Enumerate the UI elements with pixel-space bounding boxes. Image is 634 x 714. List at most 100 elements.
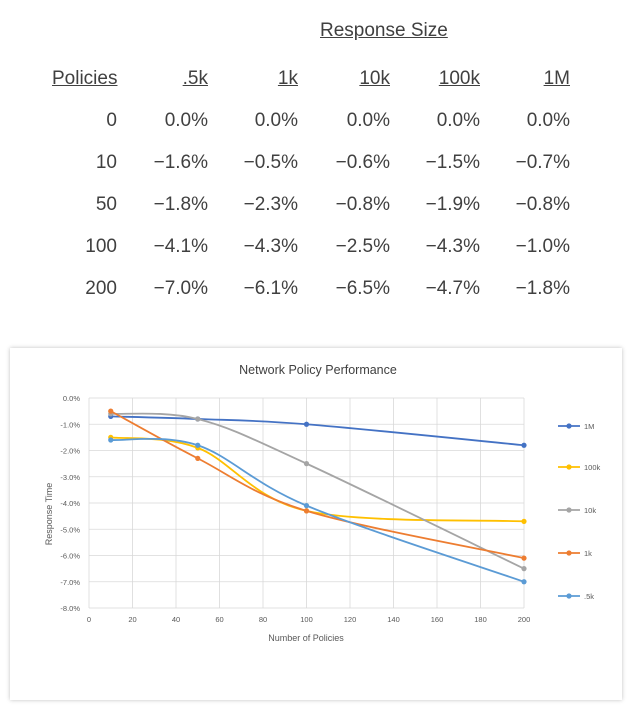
series-line-10k <box>110 412 525 570</box>
y-axis-label: Response Time <box>44 483 54 546</box>
table-cell: −0.5% <box>243 152 298 173</box>
data-point-1k <box>195 455 201 461</box>
table-cell: 0.0% <box>164 110 208 131</box>
series-line-1m <box>110 415 525 447</box>
policies-cell: 50 <box>95 194 117 215</box>
table-cell: 0.0% <box>526 110 570 131</box>
table-cell: −1.8% <box>515 278 570 299</box>
data-point-1k <box>108 408 114 414</box>
table-header-row: Policies .5k 1k 10k 100k 1M <box>40 64 600 106</box>
policies-cell: 100 <box>85 236 117 257</box>
table-cell: −1.9% <box>425 194 480 215</box>
table-cell: 0.0% <box>436 110 480 131</box>
table-cell: −0.6% <box>335 152 390 173</box>
table-cell: −7.0% <box>153 278 208 299</box>
table-cell: −0.7% <box>515 152 570 173</box>
policies-cell: 10 <box>95 152 117 173</box>
x-tick-label: 100 <box>300 615 313 624</box>
y-axis-ticks: 0.0% -1.0% -2.0% -3.0% -4.0% -5.0% -6.0% -7.0% -… <box>60 394 80 613</box>
chart-panel: Network Policy Performance 0.0% -1.0% -2.0… <box>10 348 622 700</box>
x-tick-label: 60 <box>215 615 223 624</box>
legend-marker-10k <box>566 507 572 513</box>
y-tick-label: -6.0% <box>60 552 80 561</box>
data-point-1m <box>521 442 527 448</box>
table-cell: 0.0% <box>254 110 298 131</box>
table-cell: −6.5% <box>335 278 390 299</box>
policies-cell: 0 <box>106 110 117 131</box>
table-row: 0 0.0% 0.0% 0.0% 0.0% 0.0% <box>40 106 600 148</box>
policies-cell: 200 <box>85 278 117 299</box>
data-point-0-5k <box>195 442 201 448</box>
series-line-100k <box>110 436 525 523</box>
series-lines <box>108 408 527 585</box>
table-cell: −4.1% <box>153 236 208 257</box>
gridlines <box>88 397 525 609</box>
legend-label-1k: 1k <box>584 549 592 558</box>
header-1m: 1M <box>543 68 570 89</box>
series-line-1k <box>110 410 525 560</box>
header-10k: 10k <box>359 68 390 89</box>
table-cell: −4.7% <box>425 278 480 299</box>
legend-label-0-5k: .5k <box>584 592 594 601</box>
table-row: 100 −4.1% −4.3% −2.5% −4.3% −1.0% <box>40 232 600 274</box>
x-tick-label: 200 <box>518 615 531 624</box>
table-cell: −4.3% <box>243 236 298 257</box>
table-cell: −1.0% <box>515 236 570 257</box>
x-axis-label: Number of Policies <box>268 633 344 643</box>
x-axis-ticks: 0 20 40 60 80 100 120 140 160 180 200 <box>87 615 530 624</box>
legend-marker-0-5k <box>566 593 572 599</box>
chart-title: Network Policy Performance <box>239 363 397 377</box>
legend-marker-100k <box>566 464 572 470</box>
y-tick-label: -4.0% <box>60 499 80 508</box>
x-tick-label: 0 <box>87 615 91 624</box>
table-cell: −2.5% <box>335 236 390 257</box>
x-tick-label: 40 <box>172 615 180 624</box>
line-chart: Network Policy Performance 0.0% -1.0% -2.0… <box>44 363 601 643</box>
data-point-10k <box>195 416 201 422</box>
legend-marker-1m <box>566 423 572 429</box>
data-point-1k <box>303 508 310 514</box>
series-line-0-5k <box>110 437 525 583</box>
table-row: 50 −1.8% −2.3% −0.8% −1.9% −0.8% <box>40 190 600 232</box>
table-row: 200 −7.0% −6.1% −6.5% −4.7% −1.8% <box>40 274 600 316</box>
table-cell: −6.1% <box>243 278 298 299</box>
table-cell: 0.0% <box>346 110 390 131</box>
data-point-10k <box>521 566 527 572</box>
legend: 1M 100k 10k 1k .5k <box>558 422 601 601</box>
legend-label-100k: 100k <box>584 463 601 472</box>
x-tick-label: 80 <box>259 615 267 624</box>
y-tick-label: -8.0% <box>60 604 80 613</box>
header-policies: Policies <box>52 68 118 89</box>
data-point-100k <box>521 518 527 524</box>
data-point-0-5k <box>108 437 114 443</box>
y-tick-label: -1.0% <box>60 420 80 429</box>
x-tick-label: 120 <box>344 615 357 624</box>
table-cell: −1.6% <box>153 152 208 173</box>
table-cell: −1.8% <box>153 194 208 215</box>
header-1k: 1k <box>277 68 298 89</box>
table-row: 10 −1.6% −0.5% −0.6% −1.5% −0.7% <box>40 148 600 190</box>
x-tick-label: 160 <box>431 615 444 624</box>
header-0-5k: .5k <box>182 68 208 89</box>
data-point-1m <box>303 421 310 427</box>
table-cell: −1.5% <box>425 152 480 173</box>
x-tick-label: 20 <box>128 615 136 624</box>
table-cell: −0.8% <box>335 194 390 215</box>
legend-label-1m: 1M <box>584 422 594 431</box>
data-point-0-5k <box>303 503 310 509</box>
results-table: Policies .5k 1k 10k 100k 1M 0 0.0% 0.0% … <box>40 64 600 316</box>
data-point-10k <box>303 461 310 467</box>
table-cell: −0.8% <box>515 194 570 215</box>
data-point-0-5k <box>521 579 527 585</box>
y-tick-label: -2.0% <box>60 447 80 456</box>
y-tick-label: 0.0% <box>63 394 80 403</box>
y-tick-label: -3.0% <box>60 473 80 482</box>
legend-label-10k: 10k <box>584 506 596 515</box>
data-point-1k <box>521 555 527 561</box>
table-cell: −4.3% <box>425 236 480 257</box>
table-cell: −2.3% <box>243 194 298 215</box>
x-tick-label: 180 <box>474 615 487 624</box>
y-tick-label: -7.0% <box>60 578 80 587</box>
x-tick-label: 140 <box>387 615 400 624</box>
legend-marker-1k <box>566 550 572 556</box>
